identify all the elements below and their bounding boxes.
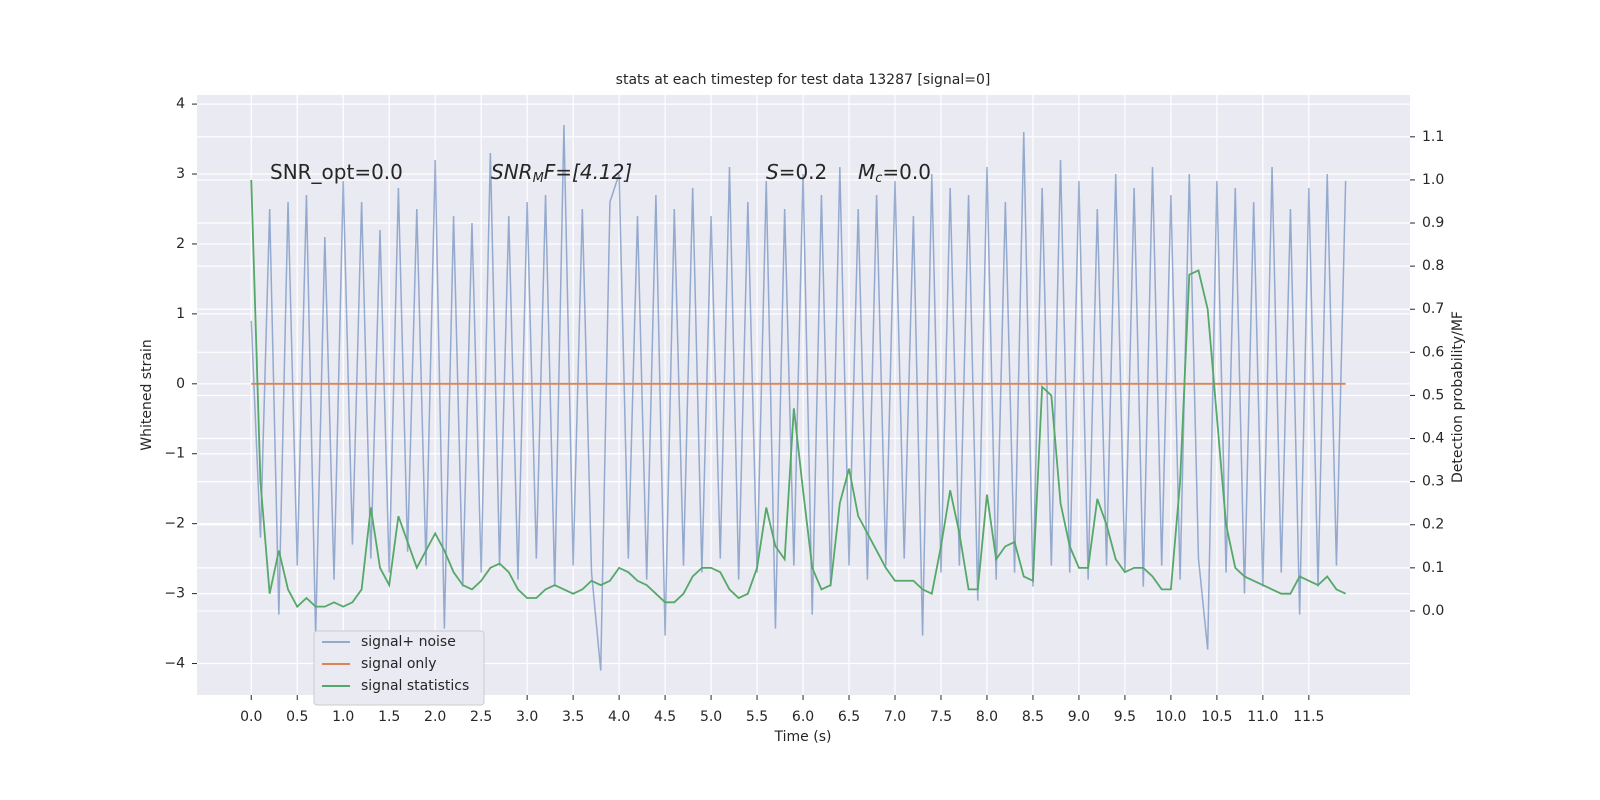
ticks: 0.0 0.5 1.0 1.5 2.0 2.5 3.0 3.5 4.0 4.5 5.0 5.5 6.0 6…	[164, 96, 1444, 725]
x-tick-label: 7.0	[884, 709, 906, 725]
x-tick-label: 7.5	[930, 709, 952, 725]
annotation-text: SNR	[491, 160, 533, 184]
y-tick-label: −2	[164, 516, 185, 532]
x-tick-label: 4.5	[654, 709, 676, 725]
x-tick-label: 11.0	[1247, 709, 1278, 725]
annotation-text: M	[858, 160, 875, 184]
annotation: Mc=0.0	[858, 160, 931, 186]
annotation: SNR_opt=0.0	[270, 160, 403, 184]
x-tick-label: 10.0	[1155, 709, 1186, 725]
annotation: SNRMF=[4.12]	[491, 160, 632, 186]
legend-label: signal statistics	[361, 678, 469, 694]
x-tick-label: 11.5	[1293, 709, 1324, 725]
series-line	[250, 125, 1347, 671]
y2-axis-label: Detection probability/MF	[1450, 311, 1466, 483]
annotation-subscript: c	[875, 171, 882, 186]
annotation-text: F=[4.12]	[544, 160, 632, 184]
x-tick-label: 8.0	[976, 709, 998, 725]
annotation-text: S	[766, 160, 779, 184]
y-tick-label: 3	[176, 166, 185, 182]
y2-tick-label: 0.5	[1422, 387, 1444, 403]
x-tick-label: 8.5	[1022, 709, 1044, 725]
y2-tick-label: 0.4	[1422, 431, 1444, 447]
y2-tick-label: 0.3	[1422, 474, 1444, 490]
x-tick-label: 6.0	[792, 709, 814, 725]
y-tick-label: −1	[164, 446, 185, 462]
y2-tick-label: 1.1	[1422, 129, 1444, 145]
y-tick-label: 4	[176, 96, 185, 112]
marks	[250, 125, 1347, 671]
legend-box	[313, 630, 485, 706]
y2-tick-label: 1.0	[1422, 172, 1444, 188]
y-axis-label: Whitened strain	[139, 339, 155, 450]
series-line	[250, 179, 1347, 609]
x-tick-label: 4.0	[608, 709, 630, 725]
y-tick-label: −4	[164, 656, 185, 672]
x-tick-label: 2.0	[424, 709, 446, 725]
x-tick-label: 5.0	[700, 709, 722, 725]
x-tick-label: 5.5	[746, 709, 768, 725]
y2-tick-label: 0.7	[1422, 301, 1444, 317]
x-tick-label: 9.0	[1068, 709, 1090, 725]
x-axis-label: Time (s)	[774, 729, 832, 745]
x-tick-label: 0.0	[240, 709, 262, 725]
x-tick-label: 0.5	[286, 709, 308, 725]
y2-tick-label: 0.6	[1422, 344, 1444, 360]
y2-tick-label: 0.0	[1422, 603, 1444, 619]
y2-tick-label: 0.8	[1422, 258, 1444, 274]
annotation-subscript: M	[533, 171, 544, 186]
x-tick-label: 6.5	[838, 709, 860, 725]
legend-label: signal+ noise	[361, 634, 456, 650]
legend-label: signal only	[361, 656, 436, 672]
x-tick-label: 3.5	[562, 709, 584, 725]
chart-title: stats at each timestep for test data 132…	[616, 72, 991, 88]
x-tick-label: 3.0	[516, 709, 538, 725]
annotation: S=0.2	[766, 160, 827, 184]
y-tick-label: 2	[176, 236, 185, 252]
y-tick-label: −3	[164, 586, 185, 602]
x-tick-label: 9.5	[1114, 709, 1136, 725]
y2-tick-label: 0.9	[1422, 215, 1444, 231]
legend: signal+ noise signal only signal statistic…	[313, 630, 485, 706]
y-tick-label: 0	[176, 376, 185, 392]
annotation-text: =0.2	[779, 160, 828, 184]
x-tick-label: 1.0	[332, 709, 354, 725]
x-tick-label: 1.5	[378, 709, 400, 725]
annotation-text: =0.0	[882, 160, 931, 184]
x-tick-label: 2.5	[470, 709, 492, 725]
y2-tick-label: 0.2	[1422, 517, 1444, 533]
y-tick-label: 1	[176, 306, 185, 322]
x-tick-label: 10.5	[1201, 709, 1232, 725]
y2-tick-label: 0.1	[1422, 560, 1444, 576]
annotation-text: SNR_opt=0.0	[270, 160, 403, 184]
